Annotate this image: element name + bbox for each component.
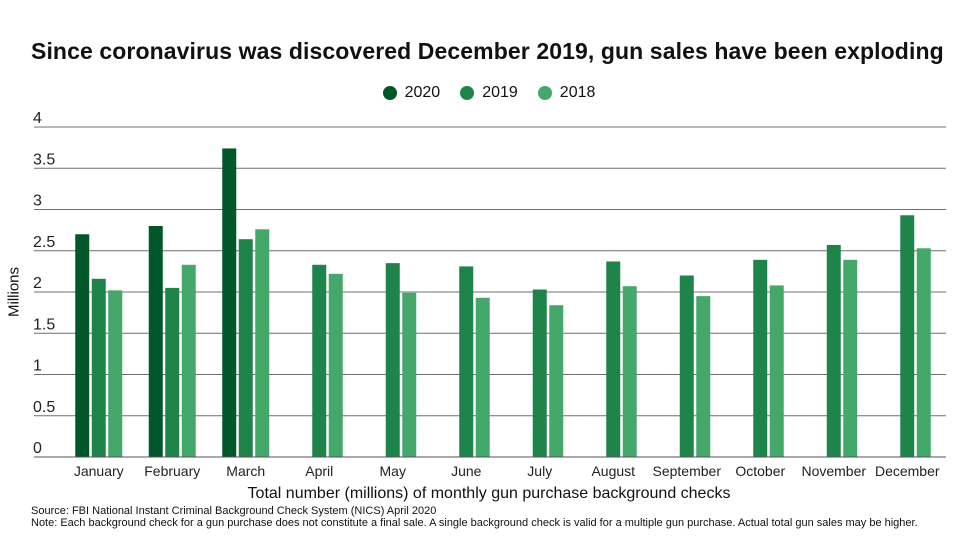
disclaimer-note: Note: Each background check for a gun pu…: [31, 517, 918, 529]
y-tick-label: 4: [33, 110, 42, 127]
bar-2018-february: [181, 264, 196, 457]
bar-2018-january: [108, 290, 123, 457]
bar-2019-october: [753, 259, 768, 457]
bar-2018-august: [622, 286, 637, 457]
x-tick-label: August: [591, 463, 635, 479]
bar-2019-july: [532, 289, 547, 457]
bar-2019-january: [91, 278, 106, 457]
bar-2018-march: [255, 229, 270, 457]
y-tick-label: 3.5: [33, 151, 55, 168]
bar-2019-august: [606, 261, 621, 457]
chart-title: Since coronavirus was discovered Decembe…: [31, 38, 944, 64]
x-tick-label: April: [305, 463, 333, 479]
x-tick-label: February: [144, 463, 200, 479]
bar-2018-november: [843, 259, 858, 457]
bar-2019-may: [385, 263, 400, 457]
x-tick-label: June: [451, 463, 482, 479]
legend-item-2019: 2019: [460, 84, 518, 102]
source-note: Source: FBI National Instant Criminal Ba…: [31, 505, 437, 517]
x-tick-label: July: [527, 463, 552, 479]
bar-2018-october: [769, 285, 784, 457]
bar-2018-july: [549, 305, 564, 457]
x-tick-label: October: [735, 463, 785, 479]
x-tick-label: March: [226, 463, 265, 479]
legend-item-2018: 2018: [537, 84, 596, 102]
bar-2018-may: [402, 292, 417, 457]
x-tick-label: December: [875, 463, 940, 479]
y-tick-label: 0.5: [33, 399, 55, 416]
legend-marker-2018: [537, 86, 552, 100]
bar-2019-march: [238, 239, 253, 457]
x-tick-label: May: [380, 463, 406, 479]
x-tick-label: November: [801, 463, 866, 479]
legend-item-2020: 2020: [382, 84, 441, 102]
bar-2018-december: [916, 248, 931, 457]
y-tick-label: 2.5: [33, 234, 55, 251]
bar-2018-september: [696, 296, 711, 457]
bar-2020-february: [148, 226, 163, 457]
bar-2019-february: [165, 287, 180, 457]
x-tick-label: January: [74, 463, 124, 479]
y-tick-label: 1.5: [33, 316, 55, 333]
legend-label-2018: 2018: [559, 84, 596, 101]
bar-2019-september: [679, 275, 694, 457]
y-tick-label: 2: [33, 275, 42, 292]
x-axis-label: Total number (millions) of monthly gun p…: [247, 485, 731, 502]
legend-marker-2020: [382, 86, 397, 100]
y-tick-label: 0: [33, 440, 42, 457]
bar-2019-june: [459, 266, 474, 457]
legend-label-2020: 2020: [404, 84, 441, 101]
bar-2019-december: [900, 215, 915, 457]
y-tick-label: 3: [33, 193, 42, 210]
x-tick-label: September: [653, 463, 722, 479]
bar-2020-january: [75, 234, 90, 457]
bar-2020-march: [222, 148, 237, 457]
bar-2019-april: [312, 264, 327, 457]
bar-2018-april: [328, 273, 343, 457]
legend-marker-2019: [460, 86, 475, 100]
legend-label-2019: 2019: [482, 84, 518, 101]
y-tick-label: 1: [33, 358, 42, 375]
legend: 2020 2019 2018: [0, 84, 978, 102]
bar-2019-november: [826, 244, 841, 457]
bar-2018-june: [475, 297, 490, 457]
y-axis-label: Millions: [5, 266, 23, 318]
